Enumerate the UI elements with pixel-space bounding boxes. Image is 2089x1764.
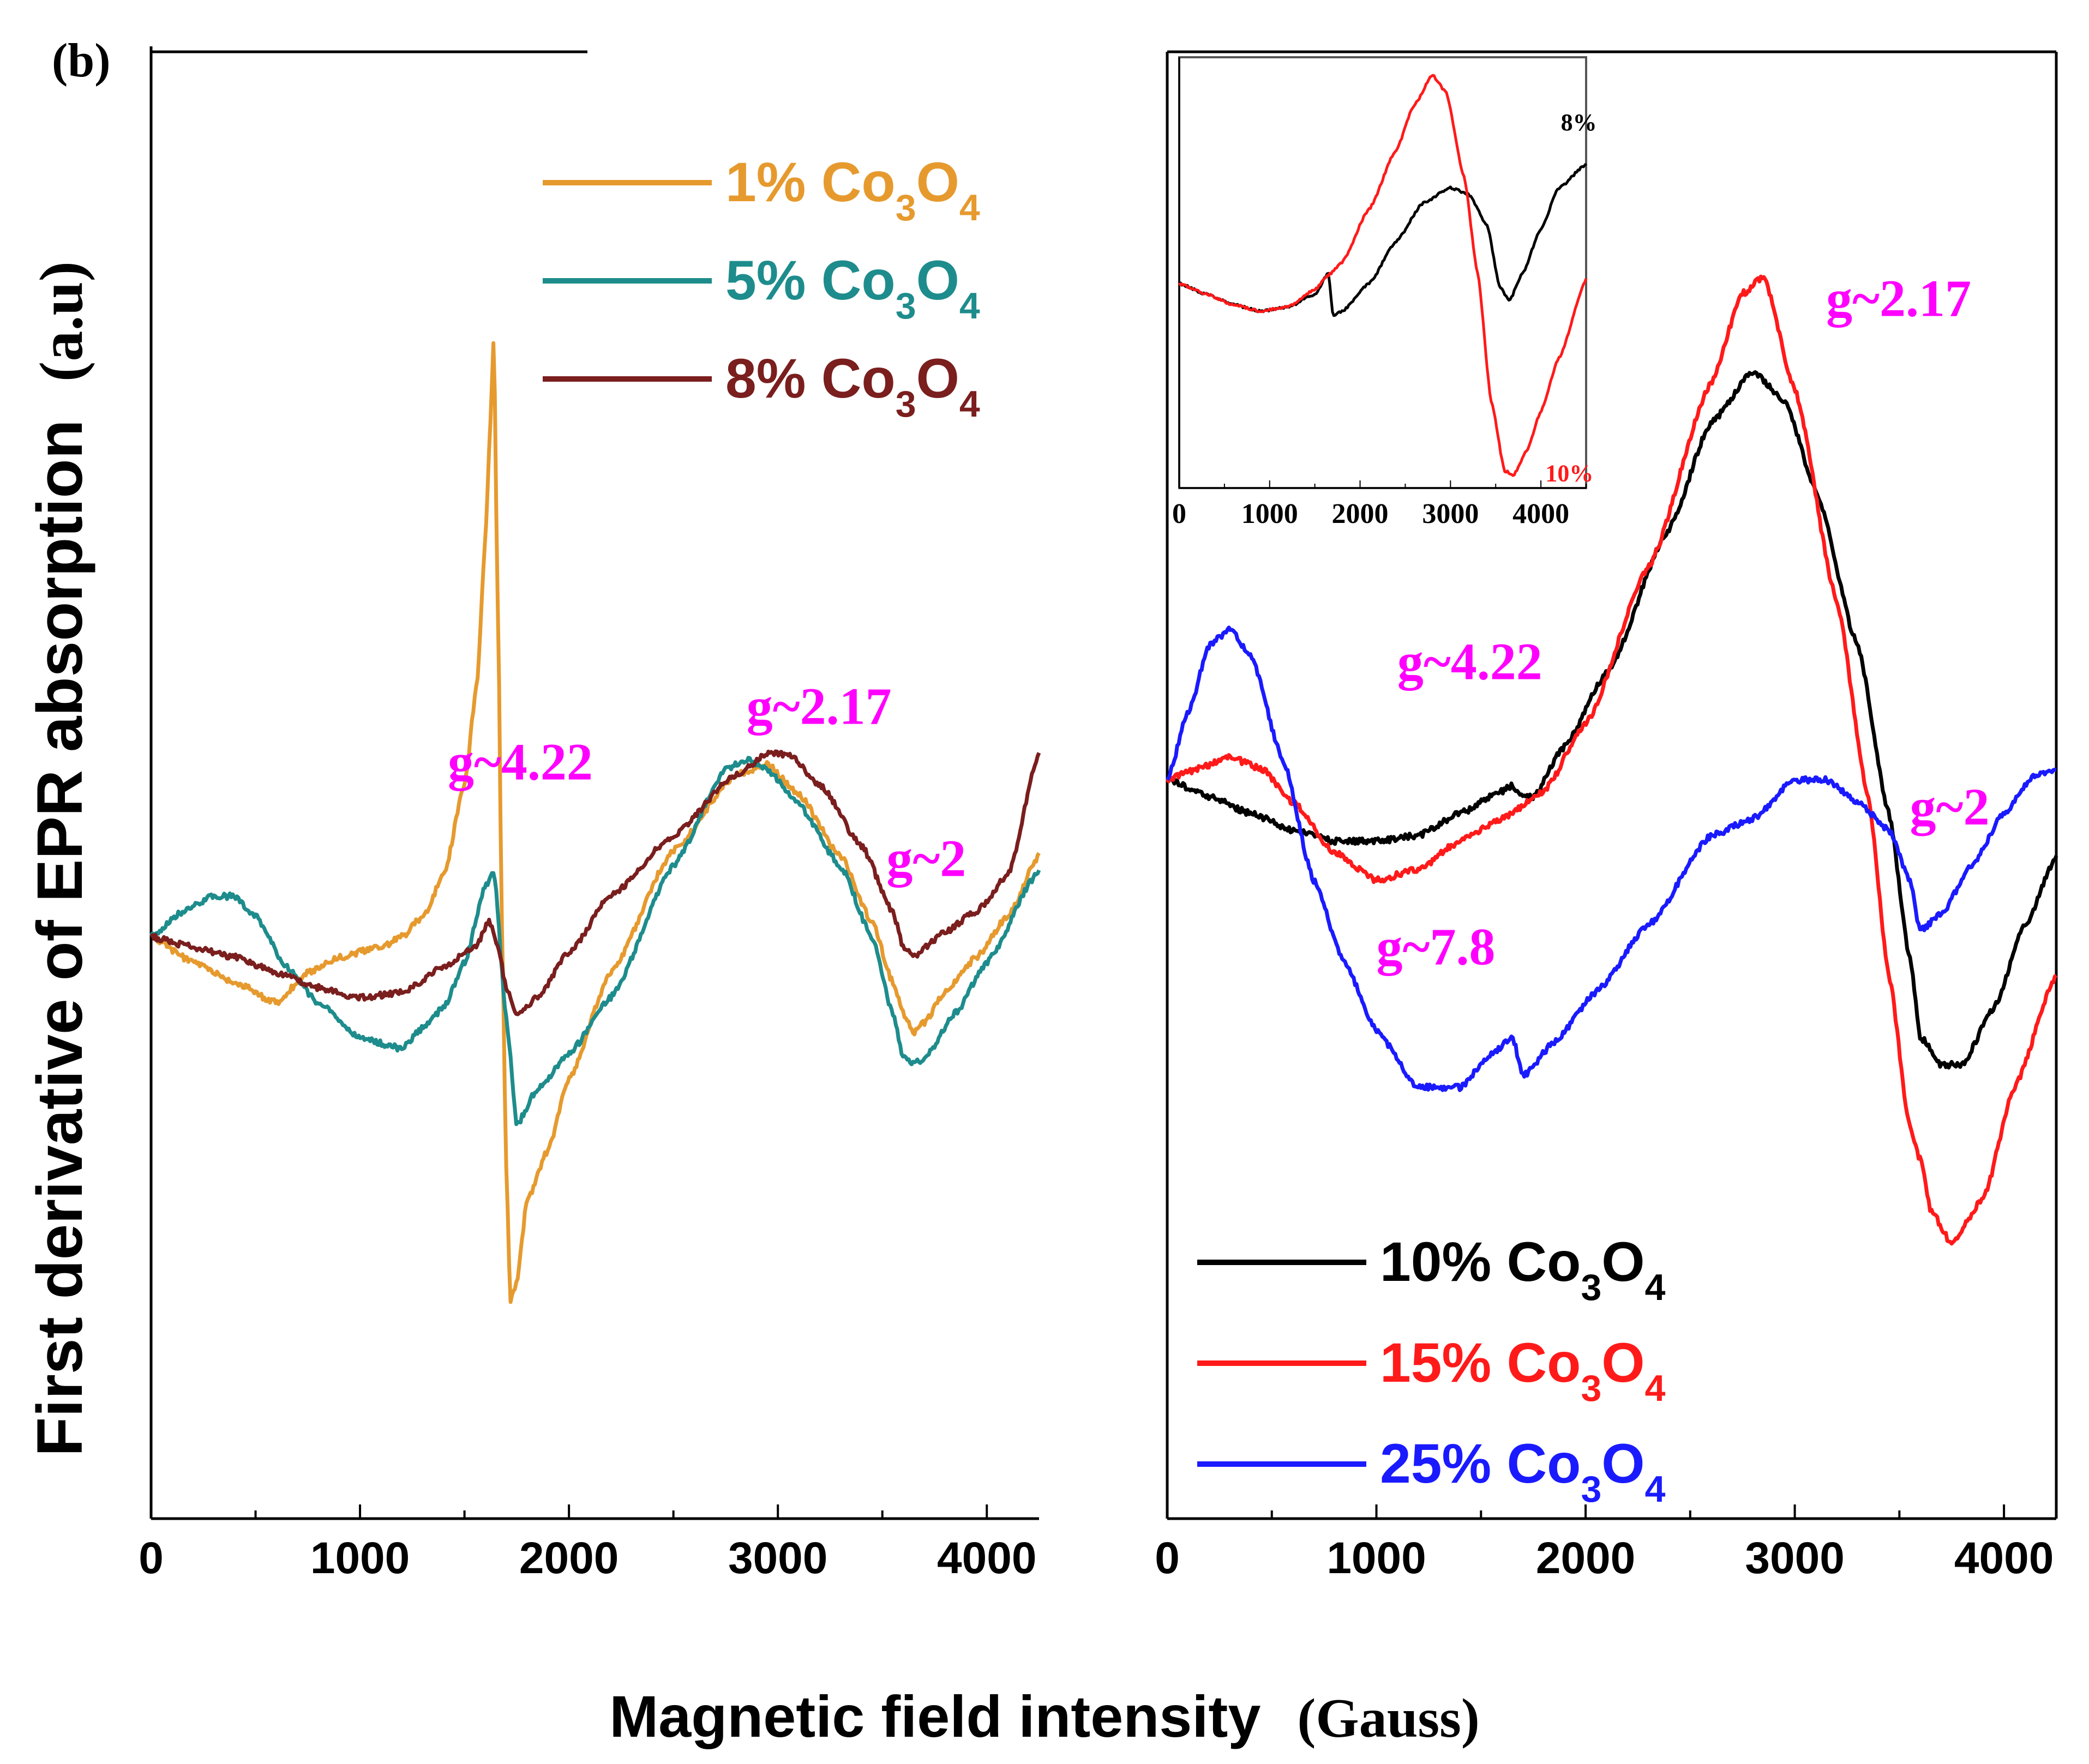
g-value-annotation: g~2 xyxy=(1910,778,1990,836)
x-tick-label: 2000 xyxy=(1332,498,1389,529)
inset-label-8: 8% xyxy=(1561,109,1597,136)
legend-label: 8% Co3O4 xyxy=(725,347,980,425)
x-tick-label: 1000 xyxy=(1326,1533,1426,1583)
inset-axes: 0 1000 2000 3000 4000 xyxy=(1172,56,1587,529)
inset-frame xyxy=(1178,56,1587,489)
series-line-5-co3o4 xyxy=(149,756,1041,1127)
inset-label-10: 10% xyxy=(1545,460,1593,487)
legend-label: 1% Co3O4 xyxy=(725,151,980,228)
x-tick-label: 4000 xyxy=(937,1533,1036,1583)
left-annotations: g~4.22 g~2.17 g~2 xyxy=(448,677,966,887)
left-panel: 0 1000 2000 3000 4000 g~4.22 g~2.17 g~2 1% Co3… xyxy=(139,46,1041,1583)
g-value-annotation: g~2.17 xyxy=(1826,269,1971,327)
x-tick-label: 1000 xyxy=(1241,498,1298,529)
x-tick-label: 4000 xyxy=(1512,498,1569,529)
x-tick-label: 2000 xyxy=(519,1533,619,1583)
g-value-annotation: g~7.8 xyxy=(1377,917,1496,976)
g-value-annotation: g~4.22 xyxy=(1397,633,1542,691)
panel-label: (b) xyxy=(52,34,111,87)
legend-label: 5% Co3O4 xyxy=(725,249,980,327)
legend-label: 25% Co3O4 xyxy=(1380,1432,1666,1510)
g-value-annotation: g~2 xyxy=(886,829,966,887)
x-tick-label: 0 xyxy=(1155,1533,1180,1583)
g-value-annotation: g~2.17 xyxy=(747,677,892,735)
x-tick-label: 0 xyxy=(1172,498,1186,529)
left-series-group xyxy=(149,341,1041,1304)
right-axes: 0 1000 2000 3000 4000 xyxy=(1155,50,2058,1583)
series-line-10- xyxy=(1178,74,1588,477)
right-series-group xyxy=(1165,274,2058,1246)
inset-panel: 0 1000 2000 3000 4000 8% 10% xyxy=(1172,56,1597,529)
x-tick-label: 2000 xyxy=(1536,1533,1635,1583)
y-axis-label: First derivative of EPR absorption (a.u) xyxy=(24,261,96,1456)
x-tick-label: 1000 xyxy=(310,1533,410,1583)
right-annotations: g~4.22 g~2.17 g~7.8 g~2 xyxy=(1377,269,1990,976)
right-panel: 0 1000 2000 3000 4000 g~4.22 g~2.17 g~7.8 g~2 1… xyxy=(1155,50,2058,1583)
left-legend: 1% Co3O4 5% Co3O4 8% Co3O4 xyxy=(543,151,980,425)
legend-label: 15% Co3O4 xyxy=(1380,1332,1666,1409)
series-line-15-co3o4 xyxy=(1165,274,2058,1246)
x-tick-label: 0 xyxy=(139,1533,164,1583)
series-line-1-co3o4 xyxy=(149,341,1041,1304)
x-tick-label: 4000 xyxy=(1954,1533,2054,1583)
legend-label: 10% Co3O4 xyxy=(1380,1231,1666,1308)
inset-series-group: 8% 10% xyxy=(1178,74,1597,487)
x-axis-label: Magnetic field intensity (Gauss) xyxy=(609,1683,1480,1750)
x-tick-label: 3000 xyxy=(1422,498,1479,529)
left-axes: 0 1000 2000 3000 4000 xyxy=(139,46,1039,1583)
x-tick-label: 3000 xyxy=(1745,1533,1844,1583)
g-value-annotation: g~4.22 xyxy=(448,733,593,791)
series-line-8-co3o4 xyxy=(149,749,1041,1016)
x-tick-label: 3000 xyxy=(728,1533,827,1583)
right-legend: 10% Co3O4 15% Co3O4 25% Co3O4 xyxy=(1197,1231,1666,1510)
series-line-25-co3o4 xyxy=(1166,625,2057,1092)
